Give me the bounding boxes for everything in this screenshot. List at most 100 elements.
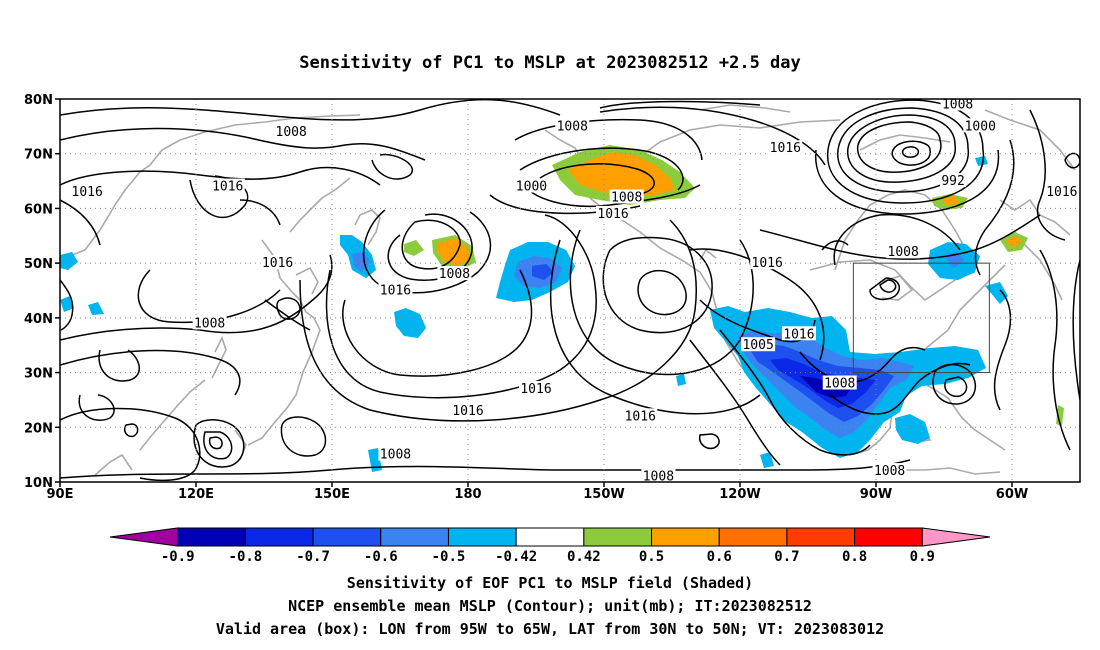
- lon-label-3: 180: [454, 487, 481, 502]
- contour-label-bg-2: [210, 178, 245, 193]
- contour-label-bg-0: [274, 123, 309, 138]
- contour-label-bg-20: [519, 380, 553, 395]
- colorbar-label-9: 0.7: [774, 549, 799, 565]
- contour-label-bg-17: [192, 315, 227, 330]
- contour-label-bg-9: [963, 118, 998, 133]
- colorbar-label-0: -0.9: [161, 549, 195, 565]
- contour-label-9: 1000: [965, 119, 996, 134]
- colorbar: -0.9 -0.8 -0.7 -0.6 -0.5 -0.42 0.42 0.5 0.6 0.7 0.…: [109, 527, 991, 565]
- colorbar-swatch-3: [312, 527, 382, 547]
- lat-label-4: 40N: [24, 312, 53, 327]
- contour-label-13: 1008: [439, 267, 470, 282]
- contour-label-bg-8: [940, 99, 975, 111]
- lat-label-0: 80N: [24, 93, 53, 108]
- colorbar-label-3: -0.6: [364, 549, 398, 565]
- colorbar-swatch-6: [515, 527, 585, 547]
- contour-label-bg-16: [886, 244, 921, 259]
- contour-label-16: 1008: [888, 245, 919, 260]
- lon-label-7: 60W: [996, 487, 1028, 502]
- contour-label-21: 1008: [824, 377, 855, 392]
- contour-label-bg-3: [555, 118, 590, 133]
- colorbar-label-10: 0.8: [842, 549, 867, 565]
- colorbar-swatch-4: [380, 527, 449, 547]
- contour-label-5: 1008: [611, 190, 642, 205]
- contour-label-bg-24: [378, 446, 413, 461]
- lon-label-5: 120W: [719, 487, 760, 502]
- lon-label-0: 90E: [47, 487, 74, 502]
- contour-label-bg-13: [437, 266, 472, 281]
- contour-label-bg-6: [596, 205, 631, 220]
- colorbar-swatch-8: [651, 527, 720, 547]
- contour-label-18: 1005: [742, 338, 773, 353]
- contour-label-bg-19: [781, 326, 816, 341]
- contour-label-24: 1008: [380, 448, 411, 463]
- colorbar-swatch-12: [921, 527, 991, 547]
- colorbar-swatch-9: [718, 527, 788, 547]
- colorbar-swatch-1: [177, 527, 246, 547]
- colorbar-label-4: -0.5: [432, 549, 466, 565]
- mslp-contours: [60, 99, 1080, 482]
- colorbar-label-1: -0.8: [229, 549, 263, 565]
- sensitivity-shading: [60, 145, 1064, 472]
- contour-label-4: 1000: [516, 180, 547, 195]
- contour-label-bg-18: [741, 337, 776, 352]
- colorbar-swatch-5: [447, 527, 517, 547]
- lat-label-3: 50N: [24, 257, 53, 272]
- contour-label-15: 1016: [752, 256, 783, 271]
- caption-line-1: Sensitivity of EOF PC1 to MSLP field (Sh…: [347, 574, 753, 592]
- contour-label-bg-21: [822, 375, 857, 390]
- contour-label-bg-10: [940, 173, 967, 188]
- lon-label-2: 150E: [314, 487, 350, 502]
- chart-title: Sensitivity of PC1 to MSLP at 2023082512…: [299, 53, 801, 73]
- lat-label-6: 20N: [24, 421, 53, 436]
- colorbar-label-7: 0.5: [639, 549, 664, 565]
- contour-label-bg-5: [609, 189, 644, 204]
- contour-label-bg-12: [260, 255, 295, 270]
- contour-label-14: 1016: [380, 284, 411, 299]
- contour-label-bg-1: [70, 184, 105, 199]
- lon-label-4: 150W: [583, 487, 624, 502]
- colorbar-swatch-7: [583, 527, 653, 547]
- lat-label-7: 10N: [24, 476, 53, 491]
- contour-label-11: 1016: [1046, 185, 1077, 200]
- map-area: 1008 1016 1016 1008 1000 1008 1016 1016 1008 1000…: [60, 97, 1080, 485]
- colorbar-swatch-10: [786, 527, 856, 547]
- contour-label-7: 1016: [770, 141, 801, 156]
- colorbar-swatch-11: [854, 527, 923, 547]
- contour-label-bg-14: [378, 282, 413, 297]
- lat-label-1: 70N: [24, 148, 53, 163]
- caption-line-3: Valid area (box): LON from 95W to 65W, L…: [216, 620, 884, 638]
- contour-label-3: 1008: [557, 119, 588, 134]
- contour-label-17: 1008: [194, 316, 225, 331]
- contour-label-25: 1008: [643, 470, 674, 485]
- contour-label-1: 1016: [72, 185, 103, 200]
- colorbar-label-8: 0.6: [707, 549, 732, 565]
- contour-label-bg-11: [1044, 184, 1079, 199]
- contour-label-6: 1016: [597, 207, 628, 222]
- map-frame: [59, 98, 1081, 483]
- contour-label-bg-25: [641, 468, 676, 482]
- contour-label-19: 1016: [783, 327, 814, 342]
- colorbar-label-6: 0.42: [567, 549, 601, 565]
- contour-label-22: 1016: [452, 404, 483, 419]
- contour-label-bg-7: [768, 140, 803, 155]
- colorbar-swatch-0: [109, 527, 179, 547]
- caption-line-2: NCEP ensemble mean MSLP (Contour); unit(…: [288, 597, 812, 615]
- colorbar-swatch-2: [244, 527, 314, 547]
- valid-area-box: [852, 262, 990, 374]
- contour-label-0: 1008: [276, 125, 307, 140]
- lat-label-2: 60N: [24, 202, 53, 217]
- contour-label-8: 1008: [942, 97, 973, 112]
- contour-label-bg-22: [451, 402, 485, 417]
- lat-label-5: 30N: [24, 367, 53, 382]
- contour-label-bg-23: [623, 408, 658, 423]
- contour-label-bg-15: [750, 255, 785, 270]
- lon-label-6: 90W: [860, 487, 892, 502]
- colorbar-label-5: -0.42: [495, 549, 537, 565]
- contour-label-23: 1016: [625, 409, 656, 424]
- contour-labels: 1008 1016 1016 1008 1000 1008 1016 1016 1008 1000…: [70, 97, 1079, 485]
- contour-label-26: 1008: [874, 464, 905, 479]
- contour-label-bg-26: [872, 463, 907, 478]
